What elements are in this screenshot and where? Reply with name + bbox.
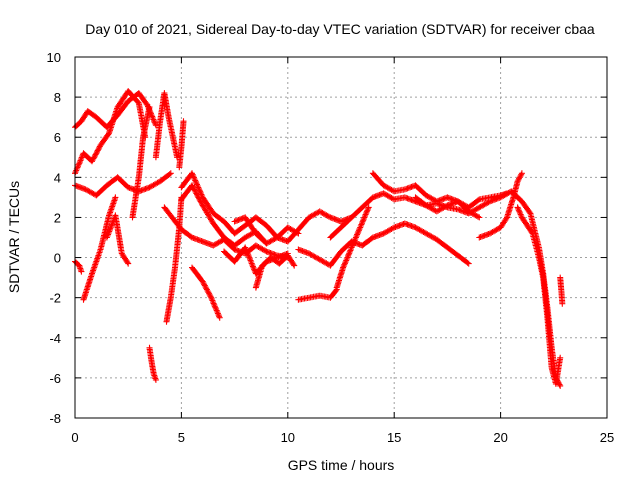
x-tick-label: 15 bbox=[387, 430, 401, 445]
series-marker-path bbox=[178, 170, 302, 241]
series-marker-path bbox=[510, 190, 564, 389]
series-marker-path bbox=[189, 264, 223, 321]
series-track-13 bbox=[178, 170, 302, 241]
series-marker-path bbox=[176, 118, 187, 171]
series-marker-path bbox=[295, 220, 472, 269]
series-marker-path bbox=[514, 204, 564, 387]
series-marker-path bbox=[161, 204, 291, 261]
x-tick-labels: 0 5 10 15 20 25 bbox=[71, 430, 614, 445]
series-track-19 bbox=[295, 286, 340, 303]
series-track-3 bbox=[72, 170, 174, 199]
series-marker-path bbox=[295, 286, 340, 303]
series-marker-path bbox=[72, 88, 149, 177]
x-tick-label: 20 bbox=[493, 430, 507, 445]
y-tick-label: 4 bbox=[54, 170, 61, 185]
series-marker-path bbox=[412, 194, 483, 221]
x-tick-label: 0 bbox=[71, 430, 78, 445]
series-track-28 bbox=[557, 274, 566, 307]
series-track-25 bbox=[476, 170, 525, 241]
series-track-7 bbox=[129, 104, 153, 221]
series-track-21 bbox=[295, 220, 472, 269]
series-marker-path bbox=[231, 208, 355, 247]
y-tick-label: 10 bbox=[47, 50, 61, 65]
series-track-26 bbox=[510, 190, 564, 389]
series-marker-path bbox=[252, 252, 298, 291]
series-track-2 bbox=[72, 88, 149, 177]
plot-frame bbox=[74, 56, 608, 419]
series-track-6 bbox=[103, 212, 132, 267]
series-marker-path bbox=[129, 104, 153, 221]
series-track-17 bbox=[231, 208, 355, 247]
series-marker-path bbox=[476, 170, 525, 241]
x-tick-label: 25 bbox=[600, 430, 614, 445]
series-track-8 bbox=[146, 344, 159, 383]
y-tick-label: -4 bbox=[49, 331, 61, 346]
grid-lines bbox=[75, 57, 607, 418]
series-marker-path bbox=[146, 344, 159, 383]
y-tick-label: -6 bbox=[49, 371, 61, 386]
y-tick-label: -2 bbox=[49, 291, 61, 306]
x-tick-label: 10 bbox=[281, 430, 295, 445]
x-tick-label: 5 bbox=[178, 430, 185, 445]
y-tick-labels: -8 -6 -4 -2 0 2 4 6 8 10 bbox=[47, 50, 61, 426]
series-track-24 bbox=[412, 194, 483, 221]
series-marker-path bbox=[557, 274, 566, 307]
y-axis-label: SDTVAR / TECUs bbox=[6, 181, 22, 293]
series-marker-path bbox=[72, 170, 174, 199]
y-tick-label: 2 bbox=[54, 210, 61, 225]
data-points bbox=[72, 88, 566, 389]
series-track-11 bbox=[176, 118, 187, 171]
series-marker-path bbox=[80, 194, 119, 303]
y-tick-label: 8 bbox=[54, 90, 61, 105]
axis-ticks bbox=[74, 56, 608, 419]
series-track-4 bbox=[72, 258, 85, 275]
y-tick-label: 6 bbox=[54, 130, 61, 145]
series-track-12 bbox=[161, 204, 291, 261]
x-axis-label: GPS time / hours bbox=[288, 457, 395, 473]
y-tick-label: 0 bbox=[54, 251, 61, 266]
chart-title: Day 010 of 2021, Sidereal Day-to-day VTE… bbox=[85, 21, 595, 37]
series-marker-path bbox=[103, 212, 132, 267]
series-track-9 bbox=[152, 90, 181, 161]
series-track-27 bbox=[514, 204, 564, 387]
series-marker-path bbox=[72, 258, 85, 275]
y-tick-label: -8 bbox=[49, 411, 61, 426]
series-track-15 bbox=[189, 264, 223, 321]
series-marker-path bbox=[152, 90, 181, 161]
series-track-5 bbox=[80, 194, 119, 303]
series-track-18 bbox=[252, 252, 298, 291]
